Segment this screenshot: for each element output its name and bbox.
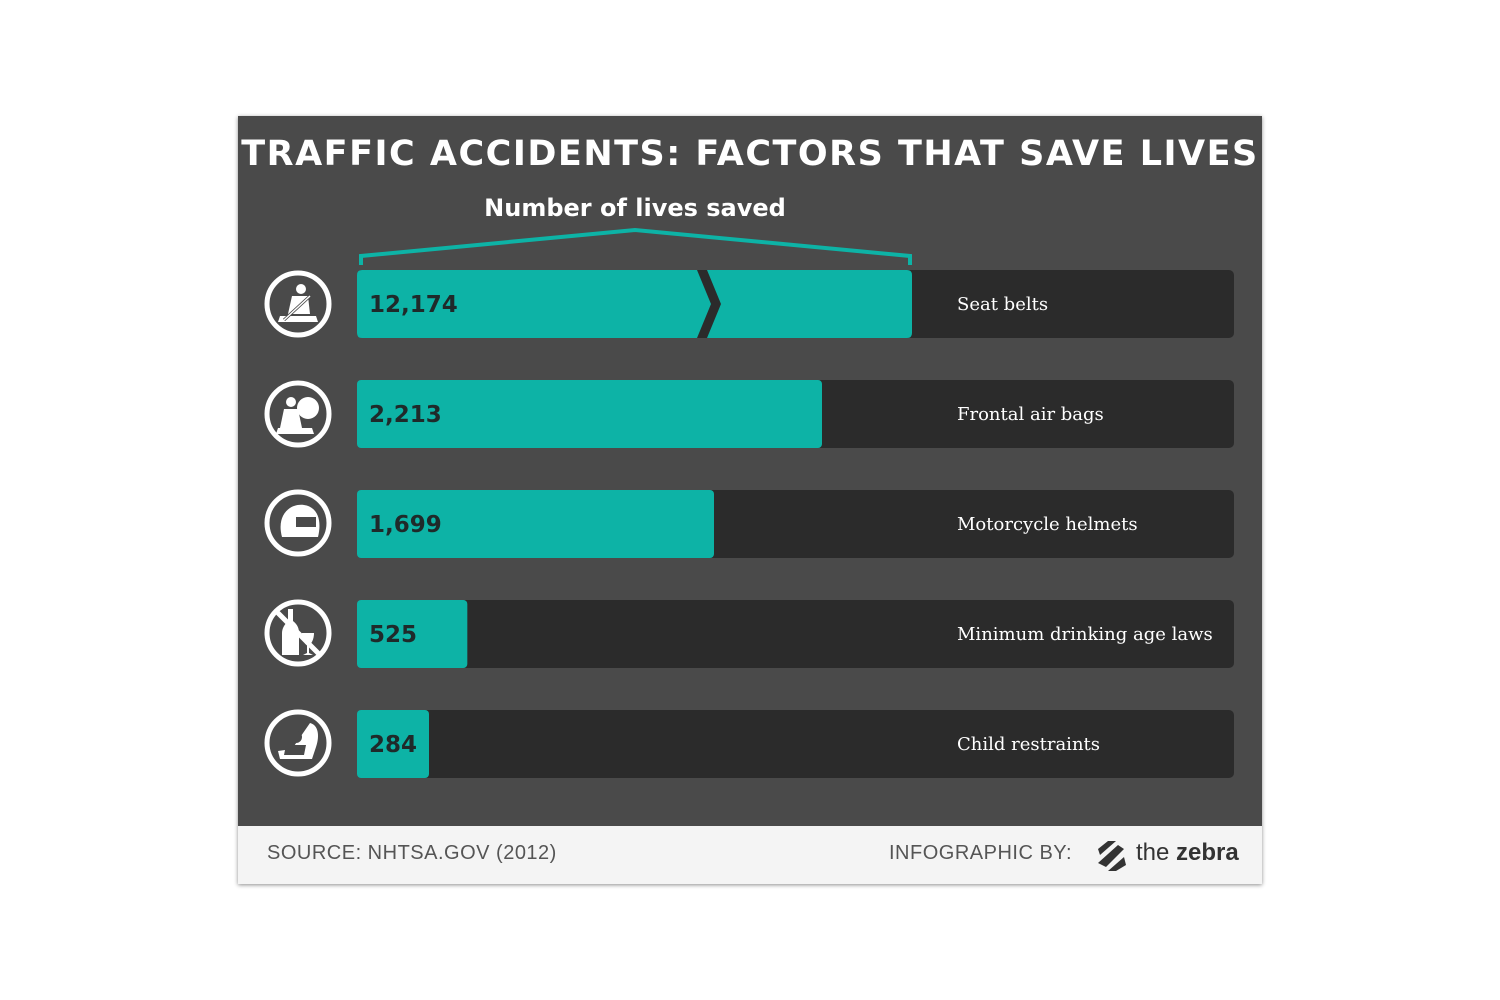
bar [357,270,711,338]
credit-text: INFOGRAPHIC BY: [889,842,1073,864]
chart-title: TRAFFIC ACCIDENTS: FACTORS THAT SAVE LIV… [241,134,1259,174]
seatbelt-icon [264,270,332,338]
bar [357,490,714,558]
bar-segment [707,270,912,338]
bar-track [357,600,1234,668]
category-label: Frontal air bags [957,404,1104,425]
x-label-bracket [359,227,912,265]
value-label: 1,699 [369,512,442,538]
zebra-logo-icon [1098,841,1126,871]
category-label: Child restraints [957,734,1100,755]
bar-track [357,710,1234,778]
logo-text: the zebra [1136,839,1239,867]
logo-bold: zebra [1176,839,1239,866]
no-alcohol-icon [264,599,332,667]
category-label: Seat belts [957,294,1048,315]
logo-light: the [1136,839,1170,866]
footer: SOURCE: NHTSA.GOV (2012) INFOGRAPHIC BY:… [238,826,1262,884]
bar [357,380,823,448]
value-label: 2,213 [369,402,442,428]
source-text: SOURCE: NHTSA.GOV (2012) [267,842,557,864]
category-label: Minimum drinking age laws [957,624,1213,645]
value-label: 525 [369,622,417,648]
value-label: 284 [369,732,417,758]
child-seat-icon [264,709,332,777]
x-axis-label: Number of lives saved [484,194,786,222]
category-label: Motorcycle helmets [957,514,1138,535]
helmet-icon [264,489,332,557]
airbag-icon [264,380,332,448]
value-label: 12,174 [369,292,458,318]
bar [357,600,468,668]
bar [357,710,429,778]
